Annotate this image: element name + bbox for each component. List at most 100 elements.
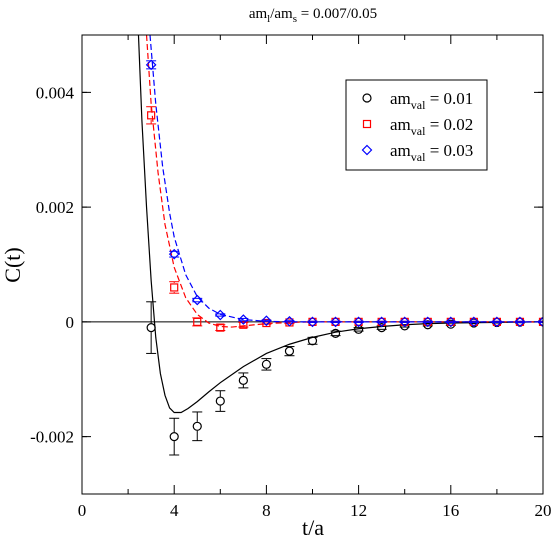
- legend-label-series-1: amval = 0.01: [390, 89, 473, 112]
- axes: 0 4 8 12 16 20 -0.002 0 0.002 0.004: [30, 35, 552, 520]
- data-point-series-2: [238, 320, 249, 329]
- x-tick-label: 8: [262, 501, 271, 520]
- legend: amval = 0.01 amval = 0.02 amval = 0.03: [345, 79, 488, 171]
- fit-curve-series-2: [145, 35, 543, 328]
- data-point-series-3: [537, 316, 543, 328]
- x-tick-label: 20: [535, 501, 552, 520]
- marker: [422, 316, 434, 328]
- fit-curve-series-3: [149, 35, 543, 323]
- data-point-series-3: [330, 316, 341, 328]
- data-point-series-3: [491, 316, 503, 328]
- marker: [284, 346, 295, 356]
- data-point-series-1: [261, 358, 272, 371]
- data-point-series-3: [376, 316, 387, 328]
- marker: [216, 323, 225, 332]
- data-point-series-2: [215, 323, 226, 332]
- marker: [538, 317, 543, 326]
- chart-title: aml/ams = 0.007/0.05: [249, 6, 377, 25]
- data-point-series-3: [168, 248, 180, 260]
- data-point-series-1: [284, 346, 295, 357]
- data-point-series-3: [514, 316, 526, 328]
- marker: [376, 316, 387, 328]
- data-point-series-3: [445, 316, 457, 328]
- marker: [354, 317, 363, 326]
- marker: [307, 336, 318, 346]
- y-axis-label: C(t): [0, 247, 25, 282]
- data-point-series-3: [238, 314, 249, 325]
- marker: [400, 317, 409, 326]
- legend-marker-series-1: [362, 93, 372, 103]
- marker: [492, 317, 501, 326]
- data-point-series-3: [284, 315, 295, 327]
- marker: [238, 375, 248, 385]
- x-tick-label: 16: [442, 501, 459, 520]
- data-point-series-1: [169, 417, 180, 456]
- marker: [445, 316, 457, 328]
- data-points: [145, 59, 543, 456]
- marker: [215, 396, 225, 406]
- x-tick-label: 0: [78, 501, 87, 520]
- marker: [262, 318, 271, 328]
- marker: [331, 317, 340, 326]
- data-point-series-1: [238, 372, 249, 389]
- data-point-series-3: [214, 309, 226, 321]
- data-point-series-1: [146, 301, 157, 354]
- data-point-series-3: [422, 316, 434, 328]
- marker: [353, 316, 364, 328]
- data-point-series-1: [192, 411, 203, 442]
- marker: [515, 317, 525, 326]
- y-tick-label: -0.002: [30, 428, 74, 447]
- marker: [146, 323, 156, 333]
- legend-label-series-2: amval = 0.02: [390, 115, 473, 138]
- data-point-series-3: [145, 59, 157, 71]
- x-axis-label: t/a: [302, 515, 324, 540]
- marker: [192, 421, 202, 431]
- marker: [261, 315, 272, 327]
- marker: [145, 59, 157, 71]
- data-point-series-1: [215, 390, 226, 412]
- marker: [469, 317, 478, 326]
- marker: [284, 315, 295, 327]
- data-point-series-3: [353, 316, 364, 328]
- data-point-series-2: [192, 317, 203, 327]
- marker: [514, 316, 526, 328]
- data-point-series-2: [146, 106, 157, 125]
- data-point-series-1: [307, 336, 318, 346]
- marker: [214, 309, 226, 321]
- plot-frame: [81, 34, 544, 495]
- y-tick-label: 0.004: [36, 83, 75, 102]
- marker: [330, 316, 341, 328]
- marker: [446, 317, 455, 326]
- marker: [193, 317, 202, 326]
- legend-marker-series-2: [362, 119, 372, 129]
- data-point-series-3: [261, 315, 272, 327]
- legend-label-series-3: amval = 0.03: [390, 141, 473, 164]
- marker: [239, 320, 248, 329]
- marker: [169, 432, 179, 442]
- data-point-series-3: [307, 316, 318, 328]
- marker: [168, 248, 180, 260]
- marker: [147, 111, 156, 120]
- legend-markers: [361, 93, 373, 156]
- marker: [238, 314, 249, 325]
- marker: [423, 317, 432, 326]
- x-tick-label: 4: [170, 501, 179, 520]
- legend-marker-series-3: [361, 144, 373, 156]
- marker: [377, 323, 387, 333]
- marker: [399, 316, 411, 328]
- marker: [377, 317, 386, 326]
- data-point-series-3: [468, 316, 480, 328]
- marker: [308, 317, 317, 326]
- data-point-series-3: [399, 316, 411, 328]
- marker: [468, 316, 480, 328]
- y-tick-label: 0: [66, 313, 75, 332]
- marker: [170, 283, 179, 292]
- y-tick-label: 0.002: [36, 198, 74, 217]
- data-point-series-3: [191, 294, 203, 306]
- marker: [537, 316, 543, 328]
- x-tick-label: 12: [350, 501, 367, 520]
- data-point-series-2: [169, 281, 180, 294]
- data-point-series-1: [330, 328, 341, 338]
- marker: [261, 359, 271, 369]
